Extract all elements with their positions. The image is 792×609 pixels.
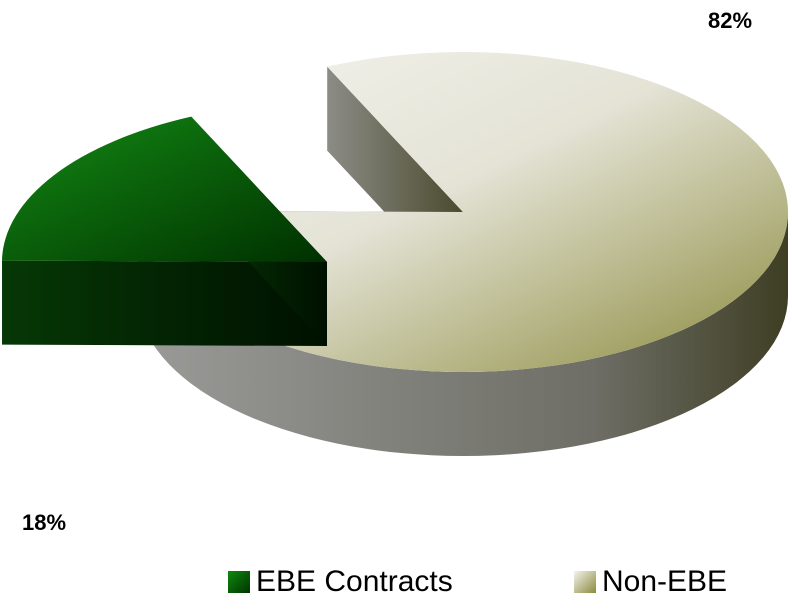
data-label-ebe-contracts: 18% xyxy=(22,510,67,535)
chart-legend: EBE Contracts Non-EBE xyxy=(0,562,792,602)
pie-side-non-ebe xyxy=(138,212,788,456)
pie-slice-ebe-contracts xyxy=(2,116,327,346)
legend-item-non-ebe: Non-EBE xyxy=(574,562,727,602)
legend-label-non-ebe: Non-EBE xyxy=(602,565,728,598)
pie-top-ebe-contracts xyxy=(2,116,327,262)
legend-label-ebe-contracts: EBE Contracts xyxy=(256,565,453,598)
pie-cut-face-ebe-contracts xyxy=(2,260,327,346)
legend-item-ebe-contracts: EBE Contracts xyxy=(228,562,453,602)
legend-swatch-non-ebe xyxy=(574,571,596,593)
data-label-non-ebe: 82% xyxy=(708,8,753,33)
legend-swatch-ebe-contracts xyxy=(228,571,250,593)
